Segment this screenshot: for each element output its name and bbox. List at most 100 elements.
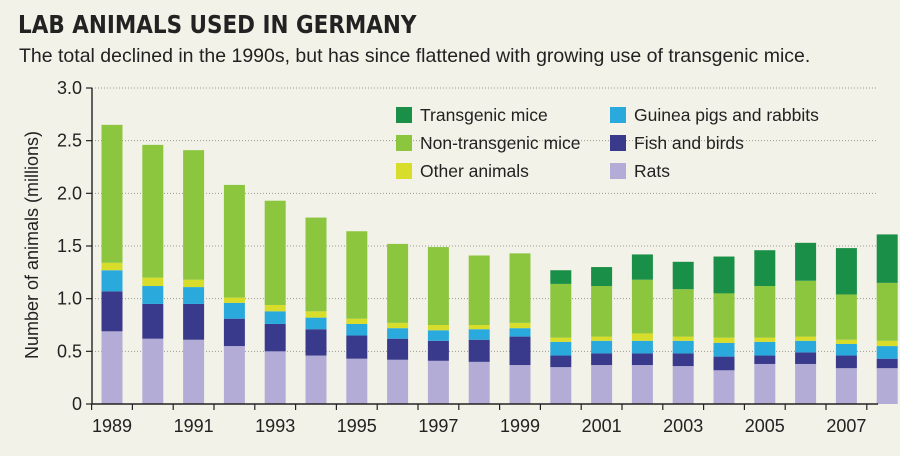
bar-segment-non-transgenic-mice-2001 — [591, 286, 613, 337]
bar-segment-non-transgenic-mice-1992 — [223, 184, 245, 298]
legend-swatch — [610, 135, 626, 151]
legend-label: Rats — [634, 161, 670, 181]
bar-segment-fish-and-birds-1994 — [305, 329, 327, 356]
bar-segment-non-transgenic-mice-1989 — [101, 124, 123, 263]
y-tick-label: 1.0 — [57, 289, 82, 309]
bar-segment-other-animals-1995 — [346, 318, 368, 324]
bar-segment-fish-and-birds-1990 — [142, 303, 164, 339]
bar-segment-transgenic-mice-2002 — [631, 254, 653, 280]
bar-segment-non-transgenic-mice-1999 — [509, 253, 531, 323]
bar-segment-fish-and-birds-2007 — [835, 355, 857, 369]
bar-segment-rats-1990 — [142, 338, 164, 404]
bar-segment-fish-and-birds-2002 — [631, 353, 653, 366]
bar-segment-fish-and-birds-1991 — [183, 303, 205, 340]
x-tick-label: 2001 — [582, 416, 622, 436]
legend-label: Guinea pigs and rabbits — [634, 105, 819, 125]
bar-segment-non-transgenic-mice-1998 — [468, 255, 490, 325]
bar-segment-non-transgenic-mice-2000 — [550, 283, 572, 338]
legend-label: Transgenic mice — [420, 105, 548, 125]
legend: Transgenic mice Guinea pigs and rabbits No… — [396, 105, 819, 181]
bar-segment-guinea-pigs-and-rabbits-1989 — [101, 270, 123, 292]
bar-segment-other-animals-1992 — [223, 297, 245, 303]
bar-segment-guinea-pigs-and-rabbits-1992 — [223, 302, 245, 319]
bar-segment-rats-1992 — [223, 346, 245, 404]
bar-segment-other-animals-2008 — [876, 340, 898, 347]
bar-segment-other-animals-1990 — [142, 277, 164, 287]
x-tick-label: 1993 — [255, 416, 295, 436]
bar-segment-other-animals-1997 — [427, 325, 449, 331]
bar-segment-rats-2000 — [550, 367, 572, 404]
bar-segment-guinea-pigs-and-rabbits-1997 — [427, 330, 449, 341]
bar-segment-transgenic-mice-2004 — [713, 256, 735, 294]
x-tick-label: 1997 — [418, 416, 458, 436]
bar-segment-fish-and-birds-2004 — [713, 356, 735, 371]
bar-segment-guinea-pigs-and-rabbits-2001 — [591, 340, 613, 354]
bar-segment-non-transgenic-mice-1997 — [427, 247, 449, 325]
bar-segment-guinea-pigs-and-rabbits-2005 — [754, 341, 776, 356]
bar-segment-other-animals-2001 — [591, 336, 613, 341]
bar-segment-other-animals-1989 — [101, 262, 123, 271]
bar-segment-rats-2001 — [591, 365, 613, 404]
bar-segment-other-animals-2002 — [631, 333, 653, 341]
bar-segment-transgenic-mice-2006 — [795, 242, 817, 281]
bar-segment-transgenic-mice-2008 — [876, 234, 898, 283]
bar-segment-fish-and-birds-1997 — [427, 340, 449, 361]
x-tick-label: 2005 — [745, 416, 785, 436]
bar-segment-other-animals-1993 — [264, 304, 286, 312]
bar-segment-rats-1999 — [509, 365, 531, 404]
bar-segment-non-transgenic-mice-1994 — [305, 217, 327, 312]
bar-segment-other-animals-1996 — [387, 322, 409, 329]
bar-segment-rats-2002 — [631, 365, 653, 404]
x-tick-label: 1995 — [337, 416, 377, 436]
y-tick-label: 0 — [72, 394, 82, 414]
bar-segment-rats-1994 — [305, 355, 327, 404]
bar-segment-other-animals-2007 — [835, 339, 857, 344]
chart-subtitle: The total declined in the 1990s, but has… — [19, 45, 811, 67]
bar-segment-rats-1989 — [101, 331, 123, 404]
bar-segment-non-transgenic-mice-1993 — [264, 200, 286, 305]
bar-segment-transgenic-mice-2003 — [672, 261, 694, 290]
x-tick-label: 1989 — [92, 416, 132, 436]
axes: 0 0.5 1.0 1.5 2.0 2.5 3.0 1989 1991 1993 1995 1997 1… — [57, 78, 878, 436]
bar-segment-transgenic-mice-2000 — [550, 270, 572, 284]
y-tick-label: 1.5 — [57, 236, 82, 256]
chart-title: LAB ANIMALS USED IN GERMANY — [18, 10, 417, 39]
bar-segment-guinea-pigs-and-rabbits-1991 — [183, 287, 205, 304]
bar-segment-rats-2003 — [672, 366, 694, 404]
bar-segment-guinea-pigs-and-rabbits-1996 — [387, 328, 409, 339]
bar-segment-fish-and-birds-2000 — [550, 355, 572, 368]
bar-segment-fish-and-birds-2005 — [754, 355, 776, 364]
bar-segment-guinea-pigs-and-rabbits-2008 — [876, 346, 898, 359]
bar-segment-guinea-pigs-and-rabbits-1994 — [305, 317, 327, 330]
bar-segment-guinea-pigs-and-rabbits-2000 — [550, 341, 572, 356]
bar-segment-non-transgenic-mice-1996 — [387, 243, 409, 323]
bar-segment-other-animals-1994 — [305, 311, 327, 318]
bar-segment-rats-1991 — [183, 339, 205, 404]
bar-segment-rats-2004 — [713, 370, 735, 404]
legend-swatch — [610, 163, 626, 179]
bar-segment-other-animals-2003 — [672, 336, 694, 341]
bar-segment-rats-2006 — [795, 363, 817, 404]
bar-segment-non-transgenic-mice-2006 — [795, 280, 817, 337]
y-tick-label: 3.0 — [57, 78, 82, 98]
bar-segment-rats-2007 — [835, 368, 857, 404]
bar-segment-non-transgenic-mice-2002 — [631, 279, 653, 334]
bar-segment-fish-and-birds-2001 — [591, 353, 613, 366]
bar-segment-other-animals-2006 — [795, 336, 817, 341]
bar-segment-fish-and-birds-2008 — [876, 358, 898, 369]
legend-label: Other animals — [420, 161, 529, 181]
legend-swatch — [396, 135, 412, 151]
bar-segment-rats-2008 — [876, 368, 898, 404]
bar-segment-guinea-pigs-and-rabbits-2002 — [631, 340, 653, 354]
bar-segment-fish-and-birds-1998 — [468, 339, 490, 362]
bar-segment-transgenic-mice-2005 — [754, 250, 776, 287]
bar-segment-fish-and-birds-1992 — [223, 318, 245, 347]
bar-segment-guinea-pigs-and-rabbits-1993 — [264, 311, 286, 324]
bar-segment-rats-1996 — [387, 359, 409, 404]
bar-segment-other-animals-2000 — [550, 337, 572, 342]
x-tick-label: 2007 — [826, 416, 866, 436]
x-tick-label: 1991 — [174, 416, 214, 436]
bar-segment-guinea-pigs-and-rabbits-2003 — [672, 340, 694, 354]
bar-segment-non-transgenic-mice-2007 — [835, 294, 857, 340]
